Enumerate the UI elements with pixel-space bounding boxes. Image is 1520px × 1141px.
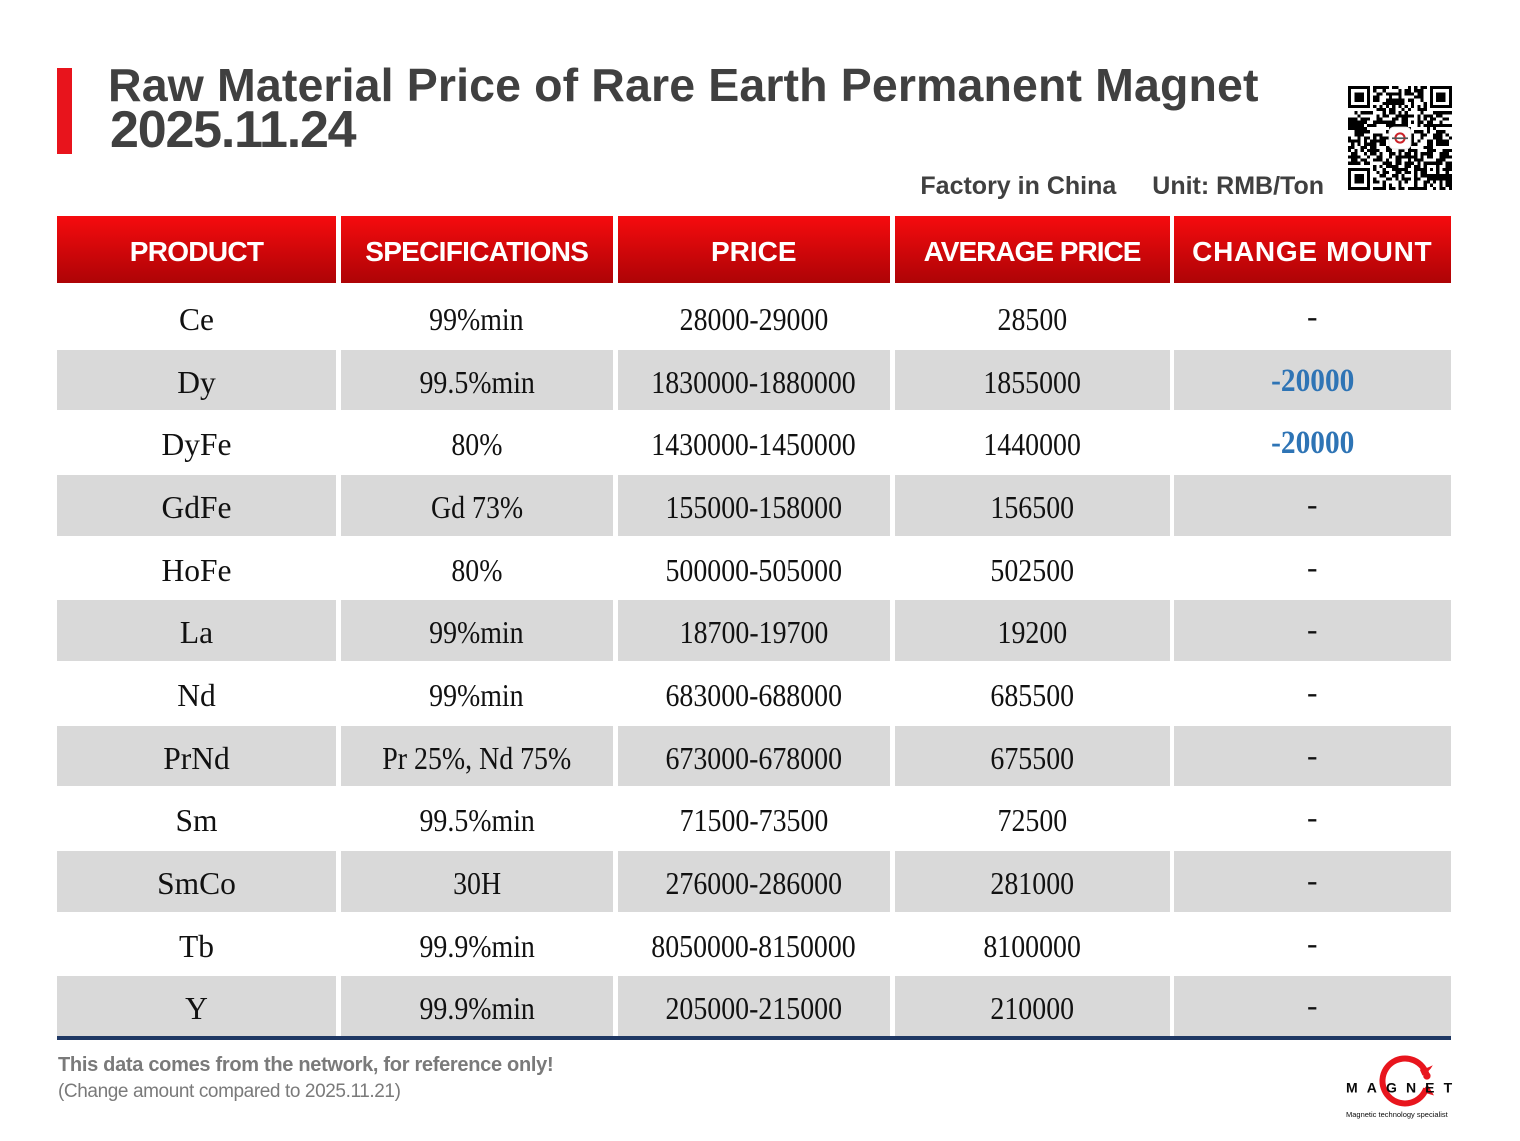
svg-text:Magnetic technology specialist: Magnetic technology specialist [1346, 1110, 1449, 1119]
svg-text:MAGNET: MAGNET [1346, 1080, 1461, 1096]
